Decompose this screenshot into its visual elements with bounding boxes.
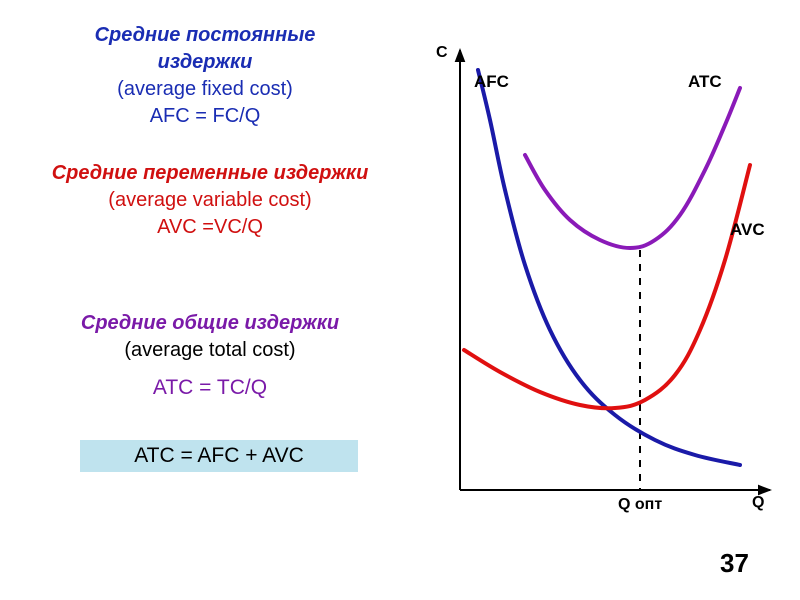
page-root: Средние постоянные издержки (average fix… (0, 0, 800, 600)
atc-title: Средние общие издержки (45, 310, 375, 337)
axis-label-c: С (436, 44, 448, 62)
afc-formula: AFC = FC/Q (50, 103, 360, 130)
axis-label-qopt: Q опт (618, 496, 662, 514)
curve-label-atc: ATC (688, 72, 722, 92)
afc-subtitle: (average fixed cost) (50, 76, 360, 103)
avc-formula: AVC =VC/Q (30, 214, 390, 241)
sum-formula-box: ATC = AFC + AVC (80, 440, 358, 472)
page-number: 37 (720, 548, 749, 579)
sum-formula-text: ATC = AFC + AVC (134, 444, 304, 467)
afc-title: Средние постоянные издержки (50, 22, 360, 76)
cost-curves-chart: С AFC ATC AVC Q опт Q (420, 40, 780, 510)
atc-formula: ATC = TC/Q (45, 374, 375, 402)
atc-subtitle: (average total cost) (45, 337, 375, 364)
avc-subtitle: (average variable cost) (30, 187, 390, 214)
afc-block: Средние постоянные издержки (average fix… (50, 22, 360, 130)
chart-svg (420, 40, 780, 510)
avc-title: Средние переменные издержки (30, 160, 390, 187)
curve-label-afc: AFC (474, 72, 509, 92)
curve-label-avc: AVC (730, 220, 765, 240)
axis-label-q: Q (752, 494, 764, 512)
atc-block: Средние общие издержки (average total co… (45, 310, 375, 402)
avc-block: Средние переменные издержки (average var… (30, 160, 390, 241)
